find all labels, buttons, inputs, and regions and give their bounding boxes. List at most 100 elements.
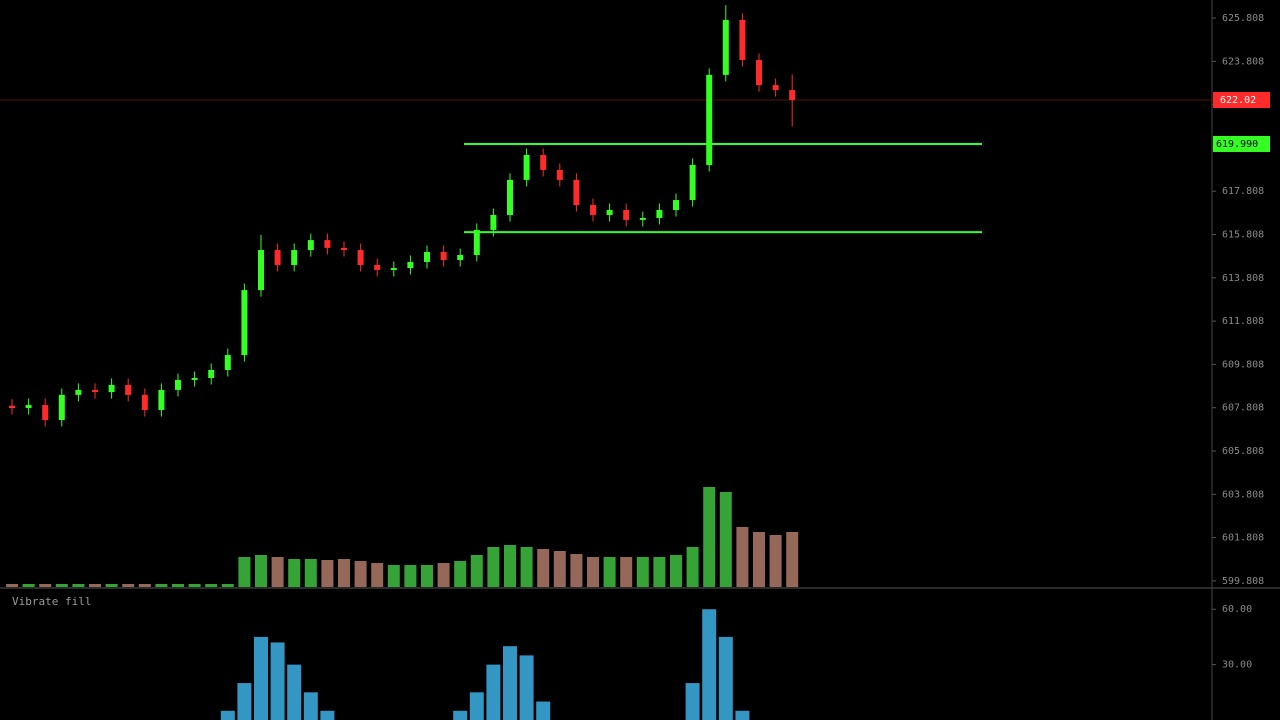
- volume-bar: [703, 487, 716, 587]
- candle-body: [191, 378, 198, 380]
- candle-body: [739, 19, 746, 60]
- volume-bar: [504, 545, 516, 587]
- candle-body: [324, 240, 331, 248]
- y-tick-label: 603.808: [1222, 489, 1264, 500]
- candle-body: [175, 379, 181, 390]
- indicator-bar: [453, 710, 468, 720]
- volume-bar: [437, 563, 450, 587]
- indicator-bar: [287, 664, 302, 720]
- volume-bar: [22, 584, 35, 587]
- price-label: 622.02: [1220, 95, 1256, 106]
- candle-body: [623, 210, 630, 220]
- candle-body: [789, 90, 796, 101]
- candle-body: [141, 394, 148, 411]
- volume-bar: [221, 584, 234, 587]
- volume-bar: [271, 557, 284, 587]
- candle-body: [208, 369, 215, 378]
- candle-body: [772, 85, 779, 91]
- volume-bar: [122, 584, 135, 587]
- level-badge: [1213, 135, 1270, 152]
- candle-body: [440, 252, 447, 261]
- candle-body: [25, 405, 32, 409]
- volume-bar: [769, 535, 782, 587]
- indicator-bar: [685, 683, 700, 720]
- volume-bar: [188, 584, 201, 587]
- y-tick-label: 60.00: [1222, 604, 1252, 615]
- indicator-bar: [270, 642, 285, 720]
- indicator-bar: [237, 683, 252, 720]
- volume-bar: [653, 557, 666, 587]
- indicator-bar: [503, 646, 517, 720]
- volume-bar: [636, 557, 649, 587]
- y-tick-label: 609.808: [1222, 359, 1264, 370]
- volume-bar: [72, 584, 85, 587]
- candle-body: [507, 179, 513, 215]
- candle-body: [158, 389, 165, 411]
- volume-bar: [670, 555, 682, 587]
- volume-bar: [55, 584, 68, 587]
- candle-body: [606, 210, 613, 215]
- volume-bar: [105, 584, 118, 587]
- candle-body: [58, 394, 65, 420]
- candle-body: [689, 164, 696, 201]
- candle-body: [75, 389, 82, 395]
- volume-bar: [138, 584, 151, 587]
- candle-body: [125, 384, 132, 395]
- volume-bar: [404, 565, 417, 587]
- volume-bar: [205, 584, 218, 587]
- candle-body: [673, 200, 679, 210]
- volume-bar: [786, 532, 799, 587]
- volume-bar: [6, 584, 18, 587]
- volume-bar: [172, 584, 184, 587]
- candle-body: [639, 218, 646, 220]
- y-tick-label: 601.808: [1222, 533, 1264, 544]
- indicator-title: Vibrate fill: [12, 595, 91, 608]
- candle-body: [523, 155, 530, 180]
- candle-body: [258, 250, 264, 291]
- price-badge: [1213, 92, 1270, 109]
- volume-bar: [255, 555, 267, 587]
- candle-body: [706, 74, 713, 165]
- candle-body: [341, 247, 347, 251]
- indicator-bar: [486, 664, 501, 720]
- volume-bar: [321, 560, 334, 587]
- volume-bar: [487, 547, 500, 587]
- y-tick-label: 613.808: [1222, 273, 1264, 284]
- volume-bar: [39, 584, 52, 587]
- y-tick-label: 625.808: [1222, 13, 1264, 24]
- candle-body: [556, 169, 563, 180]
- candle-body: [42, 405, 49, 420]
- volume-bar: [288, 559, 301, 587]
- candle-body: [92, 389, 98, 393]
- candle-body: [756, 59, 762, 86]
- y-tick-label: 30.00: [1222, 660, 1252, 671]
- volume-bar: [537, 549, 550, 587]
- y-tick-label: 605.808: [1222, 446, 1264, 457]
- candle-body: [407, 261, 414, 269]
- y-tick-label: 607.808: [1222, 403, 1264, 414]
- candle-body: [590, 205, 596, 215]
- indicator-bar: [469, 692, 484, 720]
- candle-body: [374, 264, 381, 270]
- candle-body: [473, 229, 480, 256]
- volume-bar: [155, 584, 168, 587]
- y-tick-label: 599.808: [1222, 576, 1264, 587]
- volume-bar: [620, 557, 633, 587]
- candle-body: [9, 405, 15, 409]
- candle-body: [291, 250, 298, 265]
- candle-body: [457, 255, 464, 261]
- candle-body: [224, 355, 231, 370]
- volume-bar: [89, 584, 101, 587]
- candle-body: [357, 250, 364, 265]
- indicator-bar: [536, 701, 551, 720]
- candle-body: [390, 268, 397, 270]
- candle-body: [108, 384, 115, 393]
- volume-bar: [603, 557, 616, 587]
- indicator-bar: [254, 636, 268, 720]
- volume-bar: [736, 527, 749, 587]
- y-tick-label: 615.808: [1222, 230, 1264, 241]
- candle-body: [573, 179, 580, 206]
